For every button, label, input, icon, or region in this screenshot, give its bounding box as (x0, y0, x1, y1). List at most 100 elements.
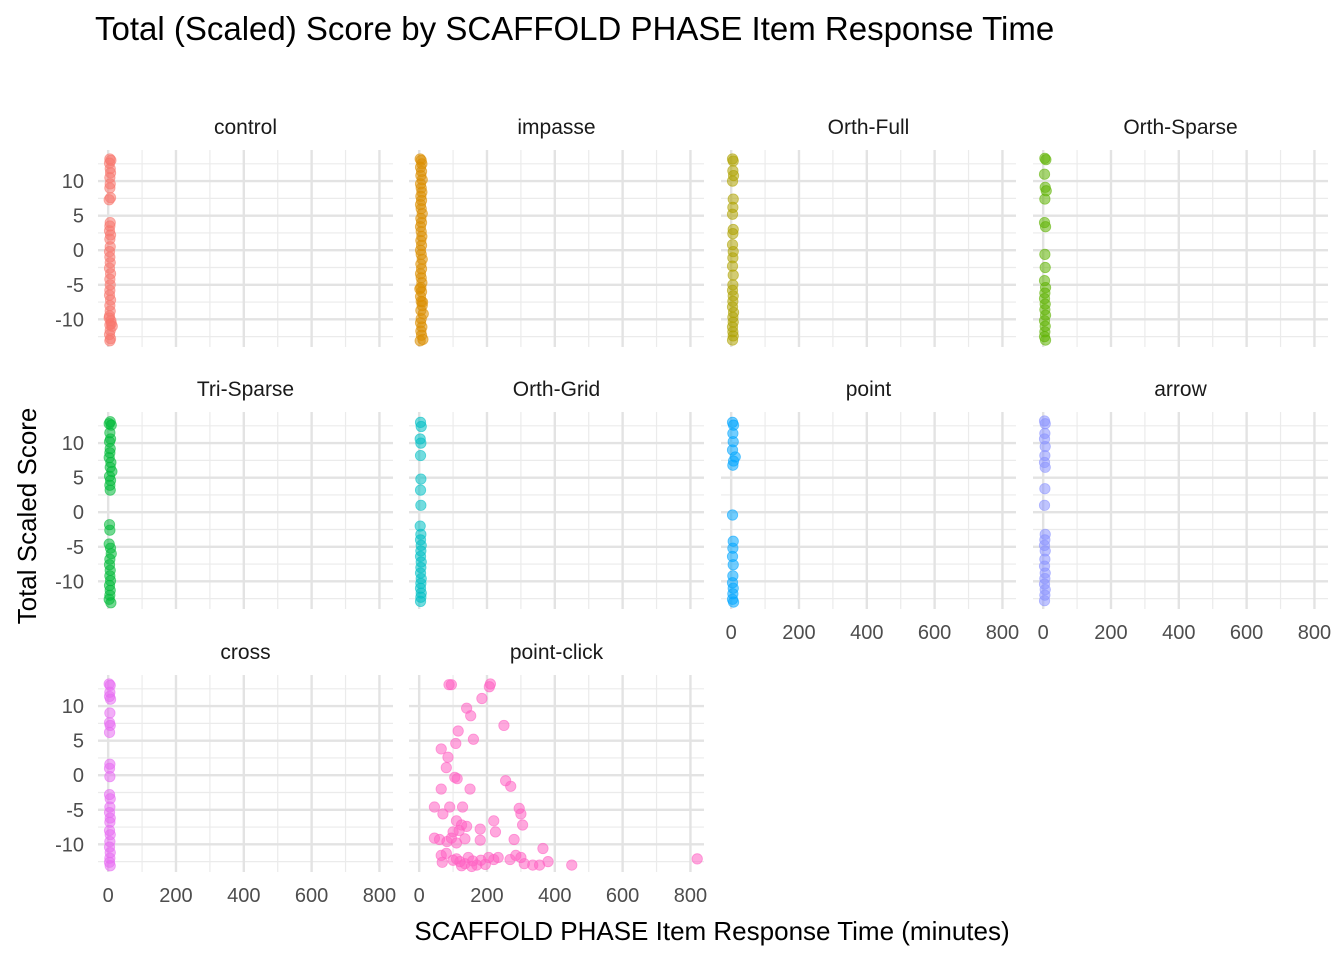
data-point (104, 484, 116, 496)
data-point (103, 312, 115, 324)
data-point (104, 335, 116, 347)
data-point (437, 808, 449, 820)
data-point (727, 559, 739, 571)
y-tick-label: -5 (66, 275, 84, 297)
data-point (414, 335, 426, 347)
data-point (1039, 221, 1052, 233)
facet-label: Orth-Sparse (1123, 116, 1237, 139)
x-tick-label: 400 (538, 885, 571, 907)
y-axis-title: Total Scaled Score (12, 408, 42, 625)
data-point (498, 719, 510, 732)
data-point (1040, 154, 1052, 166)
data-point (466, 860, 478, 873)
facet-label: point-click (510, 641, 604, 664)
data-point (516, 819, 529, 831)
data-point (476, 692, 488, 705)
panel-cross: cross -10 -5 0 5 10 0 200 400 600 800 (55, 641, 396, 907)
panel-arrow: arrow 0 200 400 600 800 (1033, 378, 1331, 644)
facet-label: cross (220, 641, 270, 664)
data-point (464, 783, 476, 795)
y-tick-label: -10 (55, 834, 84, 856)
chart-title: Total (Scaled) Score by SCAFFOLD PHASE I… (95, 10, 1054, 47)
data-point (414, 283, 426, 295)
panel-tri-sparse: Tri-Sparse -10 -5 0 5 10 (55, 378, 393, 609)
data-point (726, 175, 739, 187)
x-tick-label: 400 (850, 622, 883, 644)
data-point (1039, 334, 1052, 346)
y-tick-label: 10 (62, 171, 84, 193)
data-point (445, 679, 457, 691)
data-point (566, 859, 578, 871)
data-point (104, 771, 116, 783)
panel-point-click: point-click 0 200 400 600 800 (409, 641, 707, 907)
y-tick-label: 5 (73, 731, 84, 753)
data-point (104, 707, 116, 719)
data-point (435, 743, 447, 755)
x-tick-label: 800 (363, 885, 396, 907)
panel-point: point 0 200 400 600 800 (721, 378, 1019, 644)
data-point (444, 801, 456, 813)
data-point (414, 595, 427, 607)
data-point (537, 842, 549, 855)
data-point (727, 596, 740, 608)
data-point (442, 751, 454, 763)
data-point (727, 459, 739, 471)
y-tick-label: -5 (66, 800, 84, 822)
data-point (435, 783, 447, 795)
facet-label: arrow (1154, 378, 1207, 401)
data-point (103, 726, 116, 738)
data-point (726, 208, 739, 220)
panel-orth-grid: Orth-Grid (409, 378, 704, 609)
facet-label: control (214, 116, 277, 139)
x-tick-label: 600 (1230, 622, 1263, 644)
data-point (436, 856, 448, 868)
data-point (104, 693, 117, 705)
data-point (452, 725, 464, 737)
data-point (415, 437, 427, 449)
x-tick-label: 0 (1038, 622, 1049, 644)
x-tick-label: 0 (414, 885, 425, 907)
data-point (415, 499, 427, 511)
data-point (505, 780, 517, 792)
data-point (103, 194, 115, 206)
data-point (1038, 595, 1051, 607)
data-point (542, 856, 554, 868)
data-point (1039, 461, 1051, 473)
data-point (727, 228, 739, 240)
y-tick-label: 5 (73, 206, 84, 228)
data-point (691, 853, 703, 865)
x-tick-label: 200 (1094, 622, 1127, 644)
data-point (727, 155, 739, 167)
x-tick-label: 600 (918, 622, 951, 644)
data-point (474, 823, 486, 835)
data-point (467, 733, 480, 745)
facet-label: impasse (517, 116, 595, 139)
data-point (104, 860, 116, 872)
y-tick-label: 0 (73, 502, 84, 524)
y-tick-label: 5 (73, 468, 84, 490)
data-point (515, 808, 527, 820)
x-tick-label: 800 (986, 622, 1019, 644)
y-tick-label: -10 (55, 571, 84, 593)
data-point (1039, 483, 1051, 495)
x-tick-label: 800 (674, 885, 707, 907)
data-point (104, 524, 116, 536)
facet-label: Tri-Sparse (197, 378, 294, 401)
x-tick-label: 400 (1162, 622, 1195, 644)
x-tick-label: 200 (782, 622, 815, 644)
data-point (456, 801, 469, 813)
data-point (459, 833, 471, 845)
panel-impasse: impasse (409, 116, 704, 347)
data-point (1039, 193, 1051, 205)
x-tick-label: 800 (1298, 622, 1331, 644)
data-point (416, 296, 429, 308)
x-tick-label: 600 (606, 885, 639, 907)
data-point (727, 269, 739, 281)
y-tick-label: -5 (66, 537, 84, 559)
y-tick-label: 0 (73, 765, 84, 787)
facet-label: point (846, 378, 892, 401)
data-point (414, 484, 427, 496)
panel-orth-full: Orth-Full (721, 116, 1016, 347)
data-point (508, 833, 520, 846)
data-point (492, 851, 504, 864)
